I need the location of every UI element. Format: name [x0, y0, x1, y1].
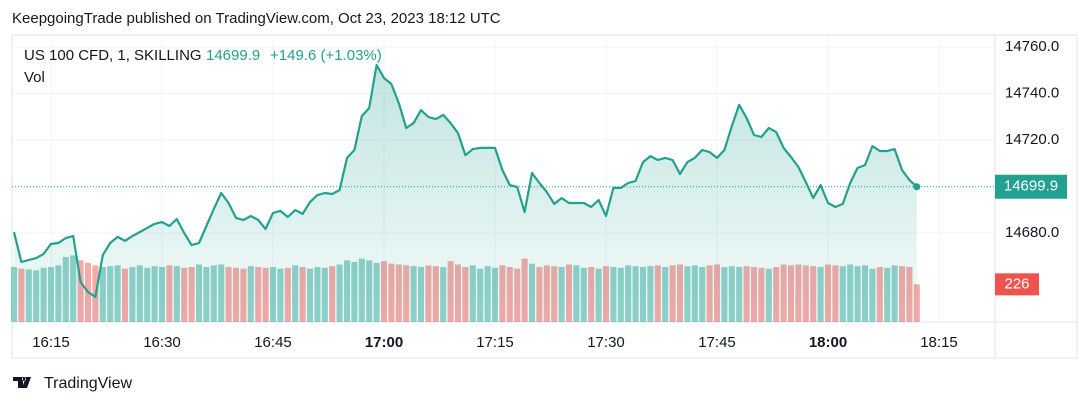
y-tick-label: 14680.0: [1005, 224, 1059, 241]
published-line: KeepgoingTrade published on TradingView.…: [12, 10, 501, 27]
x-tick-label: 18:15: [920, 334, 958, 351]
price-line: [12, 63, 918, 298]
last-volume-label: 226: [1004, 275, 1029, 292]
x-tick-label: 16:15: [32, 334, 70, 351]
last-price-badge: [995, 174, 1067, 199]
brand: TradingView: [44, 375, 132, 392]
volume-label: Vol: [24, 69, 45, 86]
symbol: US 100 CFD, 1, SKILLING: [24, 47, 202, 64]
y-tick-label: 14760.0: [1005, 38, 1059, 55]
change: +149.6 (+1.03%): [270, 47, 382, 64]
x-tick-label: 16:45: [254, 334, 292, 351]
last-point: [913, 183, 921, 191]
last-price-label: 14699.9: [1004, 178, 1058, 195]
x-tick-label: 17:45: [698, 334, 736, 351]
x-tick-label: 17:00: [365, 334, 403, 351]
x-tick-label: 17:15: [476, 334, 514, 351]
x-tick-label: 17:30: [587, 334, 625, 351]
x-tick-label: 16:30: [143, 334, 181, 351]
chart-frame: [11, 34, 1078, 359]
price-area: [14, 65, 917, 322]
last-price: 14699.9: [206, 47, 260, 64]
x-tick-label: 18:00: [809, 334, 847, 351]
y-tick-label: 14720.0: [1005, 131, 1059, 148]
last-volume-badge: [995, 273, 1039, 296]
plot: 16:15 16:30 16:45 17:00 17:15 17:30 17:45 18:00…: [10, 35, 1067, 351]
y-tick-label: 14740.0: [1005, 85, 1059, 102]
logo: [13, 377, 31, 388]
